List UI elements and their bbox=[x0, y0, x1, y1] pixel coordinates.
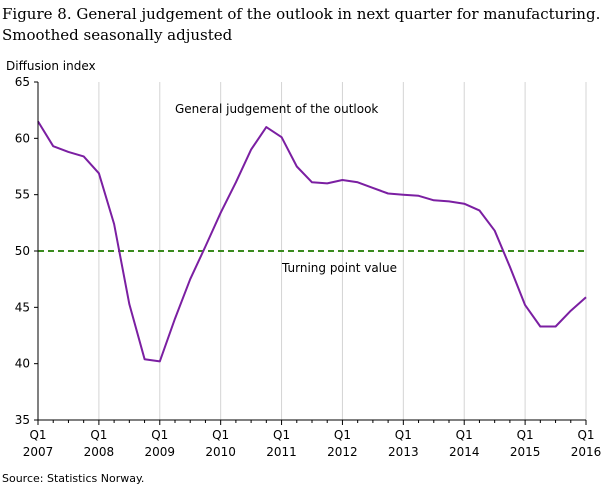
x-tick-label-year: 2007 bbox=[23, 445, 54, 459]
turning-point-label: Turning point value bbox=[281, 261, 397, 275]
data-point bbox=[159, 360, 161, 362]
x-tick-label-year: 2013 bbox=[388, 445, 419, 459]
chart-annotations: Turning point value General judgement of … bbox=[175, 102, 397, 275]
data-point bbox=[463, 203, 465, 205]
data-point bbox=[372, 187, 374, 189]
data-point bbox=[433, 199, 435, 201]
data-point bbox=[357, 181, 359, 183]
y-tick-label: 45 bbox=[15, 300, 30, 314]
data-point bbox=[341, 179, 343, 181]
data-point bbox=[418, 195, 420, 197]
data-point bbox=[52, 145, 54, 147]
y-tick-label: 35 bbox=[15, 413, 30, 427]
y-axis-label: Diffusion index bbox=[6, 59, 96, 73]
x-tick-label-quarter: Q1 bbox=[212, 428, 229, 442]
x-tick-label-year: 2014 bbox=[449, 445, 480, 459]
y-tick-label: 60 bbox=[15, 131, 30, 145]
chart-title-line1: Figure 8. General judgement of the outlo… bbox=[2, 5, 601, 23]
series-line-outlook bbox=[37, 120, 587, 363]
y-tick-label: 55 bbox=[15, 188, 30, 202]
data-point bbox=[235, 181, 237, 183]
source-note: Source: Statistics Norway. bbox=[2, 472, 145, 485]
series-group bbox=[37, 120, 587, 363]
data-point bbox=[189, 278, 191, 280]
data-point bbox=[265, 126, 267, 128]
data-point bbox=[144, 358, 146, 360]
x-tick-label-quarter: Q1 bbox=[151, 428, 168, 442]
data-point bbox=[281, 136, 283, 138]
y-tick-label: 40 bbox=[15, 357, 30, 371]
data-point bbox=[326, 182, 328, 184]
data-point bbox=[296, 166, 298, 168]
data-point bbox=[524, 304, 526, 306]
data-point bbox=[448, 200, 450, 202]
data-point bbox=[250, 149, 252, 151]
x-tick-label-year: 2012 bbox=[327, 445, 358, 459]
x-tick-label-quarter: Q1 bbox=[90, 428, 107, 442]
data-point bbox=[509, 266, 511, 268]
data-point bbox=[128, 303, 130, 305]
data-point bbox=[311, 181, 313, 183]
data-point bbox=[98, 172, 100, 174]
data-point bbox=[387, 193, 389, 195]
grid-lines bbox=[98, 82, 587, 420]
x-tick-label-quarter: Q1 bbox=[29, 428, 46, 442]
data-point bbox=[204, 245, 206, 247]
x-tick-label-year: 2016 bbox=[571, 445, 602, 459]
x-tick-label-year: 2015 bbox=[510, 445, 541, 459]
axes: 35 40 45 50 55 60 65 Q1 2007 Q1 2008 Q1 2009 Q1 2010 Q1… bbox=[15, 75, 602, 459]
x-tick-label-quarter: Q1 bbox=[577, 428, 594, 442]
data-point bbox=[570, 310, 572, 312]
chart-title-line2: Smoothed seasonally adjusted bbox=[2, 26, 233, 44]
data-point bbox=[113, 223, 115, 225]
x-tick-label-year: 2011 bbox=[266, 445, 297, 459]
x-tick-label-quarter: Q1 bbox=[395, 428, 412, 442]
y-tick-label: 50 bbox=[15, 244, 30, 258]
x-tick-label-year: 2010 bbox=[205, 445, 236, 459]
x-tick-label-quarter: Q1 bbox=[456, 428, 473, 442]
data-point bbox=[220, 212, 222, 214]
data-point bbox=[174, 318, 176, 320]
data-point bbox=[83, 155, 85, 157]
x-tick-label-quarter: Q1 bbox=[334, 428, 351, 442]
x-tick-label-year: 2008 bbox=[84, 445, 115, 459]
data-point bbox=[494, 230, 496, 232]
chart-title: Figure 8. General judgement of the outlo… bbox=[2, 4, 602, 46]
data-point bbox=[585, 296, 587, 298]
y-tick-label: 65 bbox=[15, 75, 30, 89]
x-tick-label-year: 2009 bbox=[145, 445, 176, 459]
data-point bbox=[539, 325, 541, 327]
x-tick-label-quarter: Q1 bbox=[273, 428, 290, 442]
data-point bbox=[67, 151, 69, 153]
series-label: General judgement of the outlook bbox=[175, 102, 378, 116]
data-point bbox=[402, 194, 404, 196]
data-point bbox=[555, 325, 557, 327]
data-point bbox=[478, 209, 480, 211]
x-tick-label-quarter: Q1 bbox=[517, 428, 534, 442]
